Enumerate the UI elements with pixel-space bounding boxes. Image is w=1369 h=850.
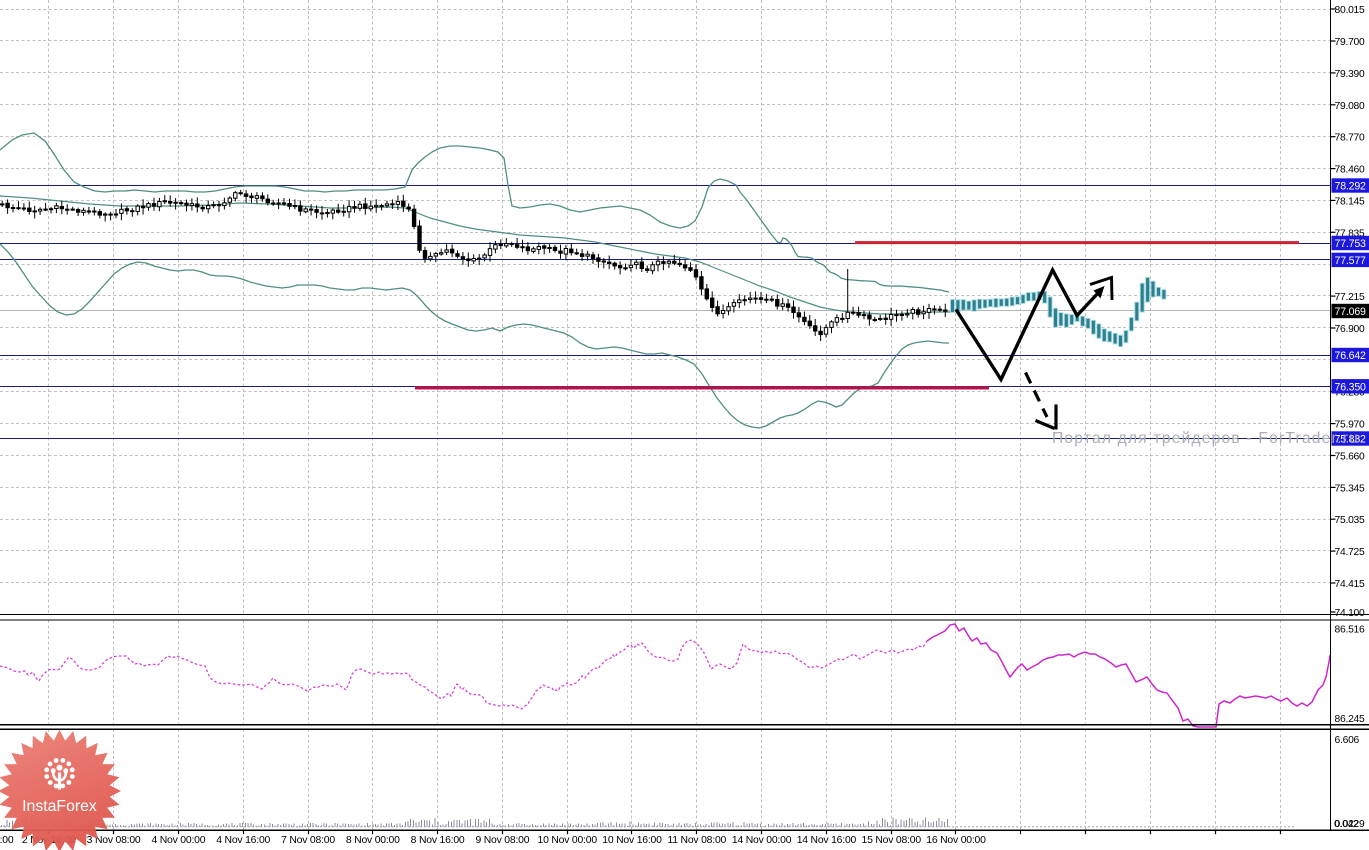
svg-text:10 Nov 16:00: 10 Nov 16:00 [602,835,662,846]
svg-text:77.069: 77.069 [1335,306,1367,318]
svg-text:75.035: 75.035 [1335,515,1366,526]
svg-text:79.080: 79.080 [1335,101,1366,112]
svg-text:74.415: 74.415 [1335,579,1366,590]
svg-text:0:00: 0:00 [0,835,14,846]
svg-text:77.753: 77.753 [1335,238,1367,250]
svg-text:78.460: 78.460 [1335,165,1366,176]
svg-text:InstaForex: InstaForex [22,798,97,815]
svg-text:8 Nov 00:00: 8 Nov 00:00 [346,835,400,846]
svg-text:76.642: 76.642 [1335,350,1367,362]
svg-text:78.770: 78.770 [1335,133,1366,144]
svg-text:74.100: 74.100 [1335,608,1366,619]
svg-text:78.145: 78.145 [1335,196,1366,207]
svg-text:77.215: 77.215 [1335,292,1366,303]
svg-text:Портал для трейдеров - ForTrad: Портал для трейдеров - ForTrader.ru [1052,430,1359,447]
svg-text:9 Nov 08:00: 9 Nov 08:00 [475,835,529,846]
svg-text:74.725: 74.725 [1335,547,1366,558]
svg-text:86.516: 86.516 [1335,625,1366,636]
svg-text:4 Nov 00:00: 4 Nov 00:00 [151,835,205,846]
svg-text:14 Nov 00:00: 14 Nov 00:00 [732,835,792,846]
svg-text:0.0229: 0.0229 [1335,819,1366,830]
svg-text:15 Nov 08:00: 15 Nov 08:00 [861,835,921,846]
svg-text:77.835: 77.835 [1335,228,1366,239]
svg-text:8 Nov 16:00: 8 Nov 16:00 [411,835,465,846]
svg-text:76.350: 76.350 [1335,382,1367,394]
svg-text:77.577: 77.577 [1335,255,1367,267]
svg-text:4 Nov 16:00: 4 Nov 16:00 [216,835,270,846]
svg-text:10 Nov 00:00: 10 Nov 00:00 [537,835,597,846]
svg-text:79.700: 79.700 [1335,37,1366,48]
svg-text:79.390: 79.390 [1335,69,1366,80]
svg-text:75.660: 75.660 [1335,452,1366,463]
svg-text:3 Nov 08:00: 3 Nov 08:00 [87,835,141,846]
svg-text:75.832: 75.832 [1335,434,1367,446]
svg-text:14 Nov 16:00: 14 Nov 16:00 [797,835,857,846]
svg-text:75.345: 75.345 [1335,483,1366,494]
svg-text:7 Nov 08:00: 7 Nov 08:00 [281,835,335,846]
svg-text:75.970: 75.970 [1335,420,1366,431]
svg-text:11 Nov 08:00: 11 Nov 08:00 [667,835,726,846]
svg-text:80.015: 80.015 [1335,5,1366,16]
svg-text:6.606: 6.606 [1335,735,1360,746]
svg-text:0.042: 0.042 [1334,819,1359,830]
svg-text:86.245: 86.245 [1335,714,1366,725]
svg-text:76.900: 76.900 [1335,324,1366,335]
svg-text:16 Nov 00:00: 16 Nov 00:00 [926,835,986,846]
svg-text:78.292: 78.292 [1335,181,1367,193]
